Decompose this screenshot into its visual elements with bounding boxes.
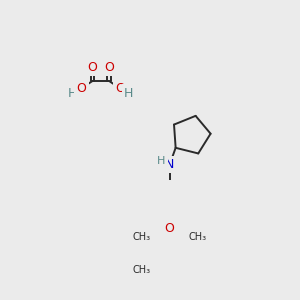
Text: CH₃: CH₃: [133, 265, 151, 275]
Text: N: N: [165, 158, 174, 171]
Text: H: H: [67, 87, 76, 100]
Text: O: O: [87, 61, 97, 74]
Text: CH₃: CH₃: [189, 232, 207, 242]
Text: O: O: [104, 61, 114, 74]
Text: H: H: [124, 87, 133, 100]
Text: CH₃: CH₃: [133, 232, 151, 242]
Text: O: O: [165, 222, 175, 235]
Text: H: H: [157, 156, 165, 166]
Text: O: O: [115, 82, 125, 95]
Text: O: O: [76, 82, 86, 95]
